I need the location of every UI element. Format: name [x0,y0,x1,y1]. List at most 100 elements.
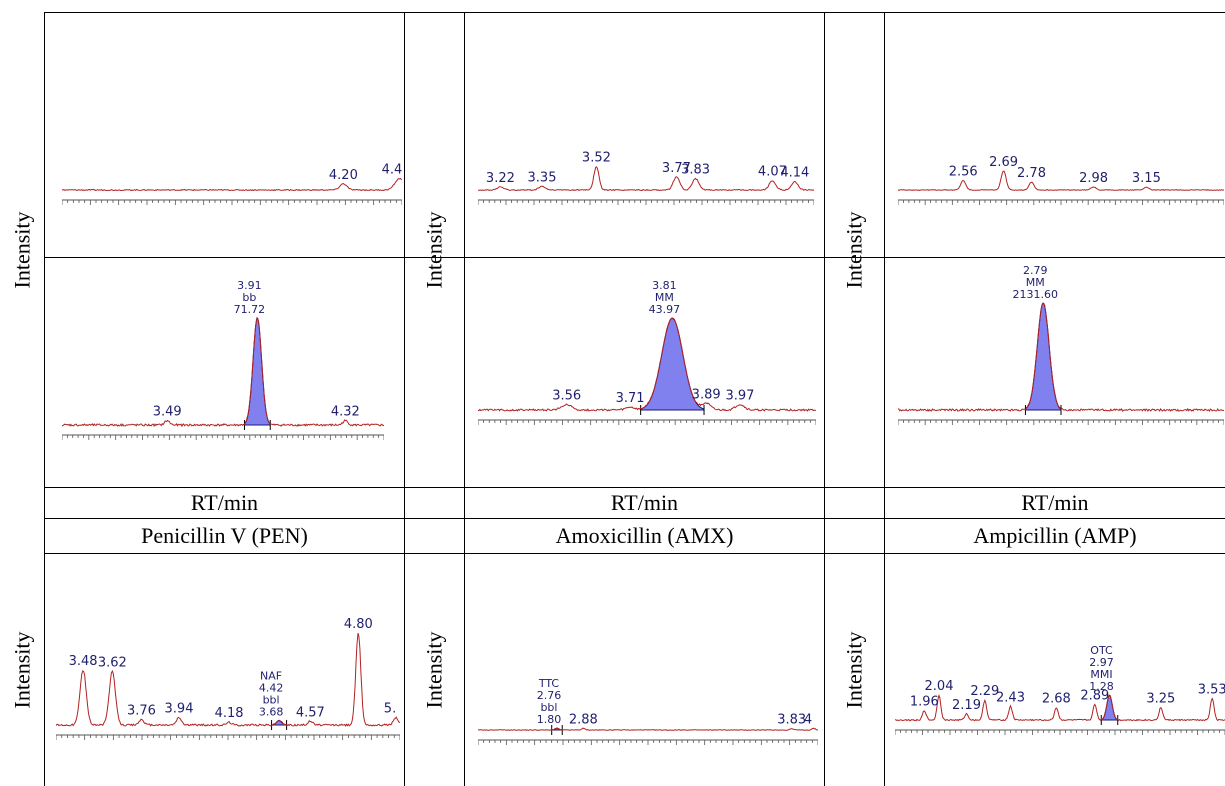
chromatogram-amx-blank: 3.22 3.35 3.52 3.773.83 4.074.14 [478,151,814,205]
peak-label: 2.29 [970,684,999,699]
chromatogram-trace [478,727,818,731]
grid-col-divider-3 [464,12,465,786]
peak-label: 3.76 [127,703,156,718]
grid-col-divider-5 [884,12,885,786]
peak-label: 3.35 [528,170,557,185]
peak-label: 4.80 [344,617,373,632]
peak-label: 4 [804,712,812,727]
peak-label: 3.83 [681,163,710,178]
peak-label: 3.25 [1146,692,1175,707]
y-axis-label-6: Intensity [841,631,867,709]
peak-label: 4.14 [780,166,809,181]
peak-label: 4.20 [329,168,358,183]
peak-code-label: bb [242,291,256,304]
peak-code-label: bbl [540,701,557,714]
peak-label: 3.53 [1198,682,1225,697]
peak-label: 3.77 [662,161,691,176]
peak-label: 2.88 [569,712,598,727]
peak-code-label: MM [655,291,674,304]
compound-name-amx: Amoxicillin (AMX) [555,523,734,548]
chromatogram-trace [478,166,814,192]
chromatogram-otc-sample: 1.962.04 2.192.292.43 2.68 2.89 OTC2.97MMI1.… [895,644,1225,735]
chromatogram-amp-blank: 2.56 2.692.78 2.98 3.15 [898,155,1224,205]
chromatogram-trace [898,302,1224,412]
compound-name-pen: Penicillin V (PEN) [141,523,308,548]
peak-area-pen [244,317,271,426]
peak-label: 4.57 [296,705,325,720]
grid-col-divider-4 [824,12,825,786]
peak-label: 2.78 [1017,166,1046,181]
x-axis-label-1: RT/min [190,490,259,515]
peak-label: 4.32 [331,405,360,420]
compound-name-amp: Ampicillin (AMP) [973,523,1137,548]
peak-label: 3.22 [486,171,515,186]
peak-label: 4.4 [382,163,402,178]
peak-label: 3.71 [616,391,645,406]
chromatogram-pen-blank: 4.20 4.4 [62,163,402,205]
peak-label: 2.69 [989,155,1018,170]
peak-area-label: 43.97 [649,303,681,316]
chromatogram-trace [478,317,816,412]
y-axis-label-4: Intensity [9,631,34,709]
peak-code-label: MMI [1090,668,1112,681]
chromatogram-trace [56,632,400,727]
peak-rt-label: 2.76 [537,689,562,702]
peak-label: 3.52 [582,151,611,166]
peak-area-label: 71.72 [234,303,266,316]
grid-border-top [44,12,1225,13]
x-axis-label-2: RT/min [610,490,679,515]
grid-col-divider-2 [404,12,405,786]
peak-label: 3.89 [692,388,721,403]
peak-label: 2.43 [996,690,1025,705]
peak-label: 3.15 [1132,171,1161,186]
peak-name-label: TTC [538,677,560,690]
peak-label: 3.48 [69,654,98,669]
peak-label: 3.94 [165,702,194,717]
peak-label: 3.97 [725,388,754,403]
peak-rt-label: 3.91 [237,280,262,292]
peak-label: 4.18 [215,706,244,721]
peak-rt-label: 2.97 [1089,656,1114,669]
grid-row-divider-2 [44,487,1225,488]
y-axis-label-2: Intensity [421,211,447,288]
peak-label: 1.96 [910,695,939,710]
peak-label: 2.98 [1079,171,1108,186]
grid-col-divider-1 [44,12,45,786]
chromatogram-trace [62,177,402,192]
peak-label: 4.07 [758,165,787,180]
peak-rt-label: 2.79 [1023,265,1047,277]
peak-area-label: 2131.60 [1012,288,1057,301]
peak-area-amp [1024,302,1062,411]
peak-area-label: 3.68 [259,705,284,718]
chromatogram-trace [62,316,384,428]
grid-row-divider-4 [44,553,1225,554]
peak-label: 2.68 [1042,692,1071,707]
peak-label: 3.83 [777,713,806,728]
y-axis-label-1: Intensity [9,211,34,288]
peak-label: 5. [384,702,396,717]
peak-label: 2.04 [925,679,954,694]
peak-area-label: 1.80 [537,713,562,726]
peak-area-label: 1.28 [1089,680,1114,693]
peak-label: 2.19 [952,698,981,713]
x-axis-label-3: RT/min [1021,490,1089,515]
peak-name-label: OTC [1090,644,1113,657]
grid-row-divider-1 [44,257,1225,258]
peak-code-label: bbl [263,693,280,706]
y-axis-label-5: Intensity [421,631,447,709]
chromatogram-trace [898,170,1224,191]
peak-label: 2.89 [1080,689,1109,704]
peak-rt-label: 3.81 [652,280,677,292]
chromatogram-trace [895,693,1225,722]
peak-label: 3.62 [98,656,127,671]
peak-code-label: MM [1026,276,1045,289]
grid-row-divider-3 [44,518,1225,519]
y-axis-label-3: Intensity [841,211,867,288]
peak-label: 3.49 [153,405,182,420]
